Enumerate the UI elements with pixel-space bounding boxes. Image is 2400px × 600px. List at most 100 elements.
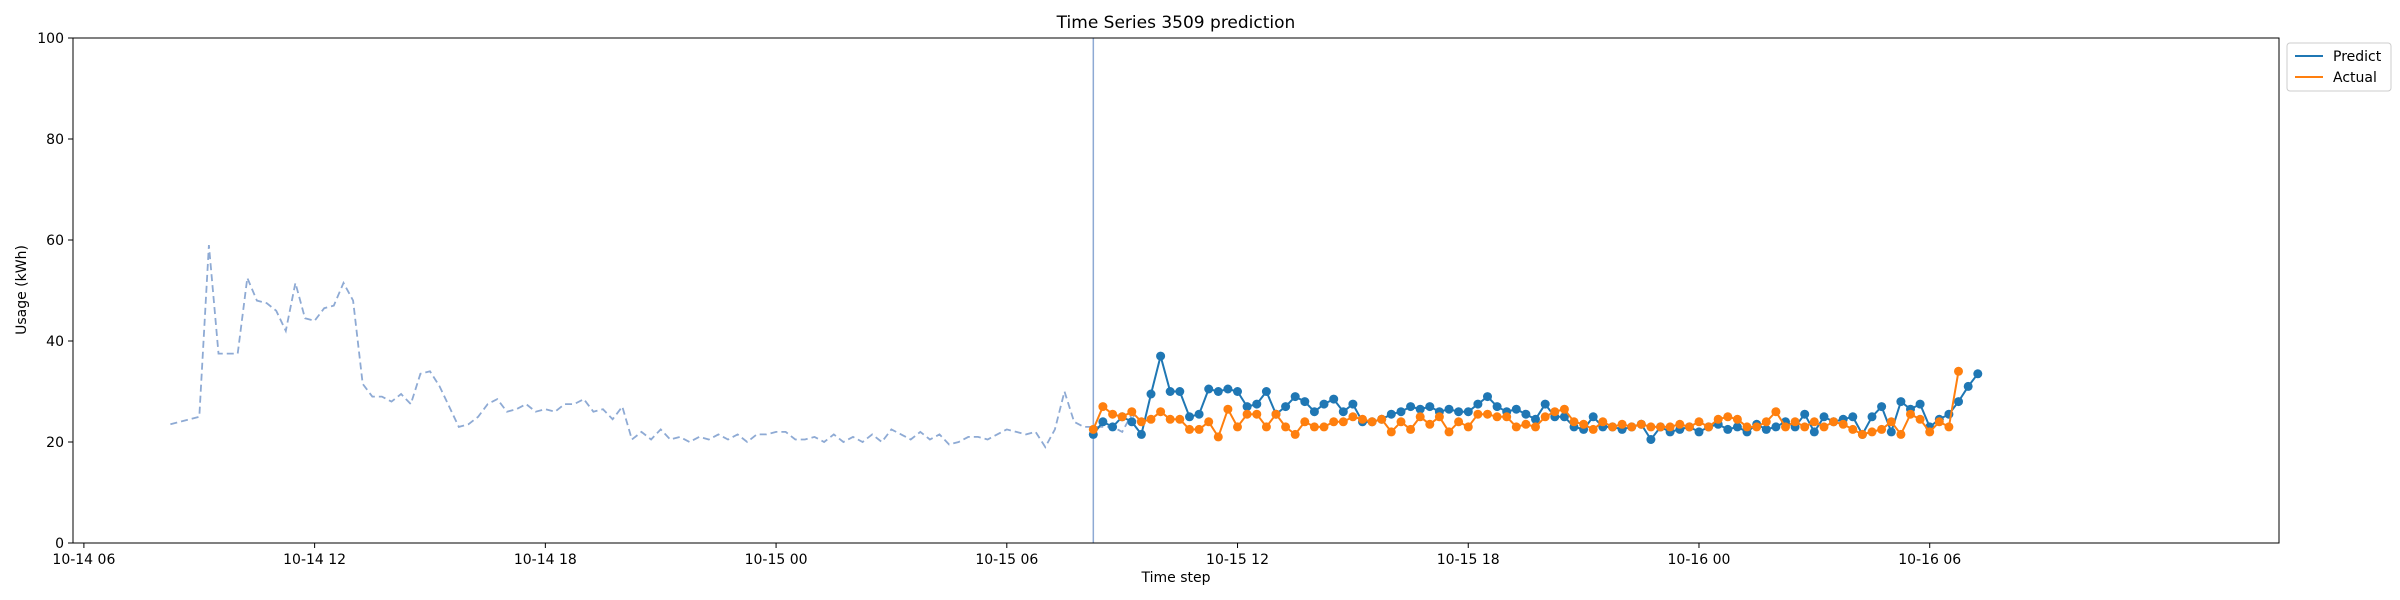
y-tick-label: 20 xyxy=(46,435,64,451)
actual-point xyxy=(1483,409,1492,419)
x-tick-label: 10-15 00 xyxy=(745,552,808,568)
actual-point xyxy=(1309,422,1319,432)
actual-point xyxy=(1579,419,1589,429)
actual-point xyxy=(1242,409,1252,419)
actual-point xyxy=(1752,422,1762,432)
actual-point xyxy=(1531,422,1540,432)
predict-point xyxy=(1771,422,1781,432)
predict-point xyxy=(1867,412,1877,422)
predict-point xyxy=(1531,414,1540,424)
actual-point xyxy=(1492,412,1502,422)
predict-point xyxy=(1886,427,1896,437)
actual-point xyxy=(1319,422,1329,432)
actual-point xyxy=(1781,422,1790,432)
chart-title: Time Series 3509 prediction xyxy=(1056,13,1296,33)
predict-point xyxy=(1511,404,1521,414)
actual-point xyxy=(1665,422,1675,432)
actual-point xyxy=(1550,407,1560,417)
actual-point xyxy=(1569,417,1579,427)
predict-point xyxy=(1723,424,1733,434)
actual-point xyxy=(1636,419,1646,429)
predict-point xyxy=(1261,387,1271,396)
actual-point xyxy=(1848,424,1858,434)
actual-point xyxy=(1511,422,1521,432)
predict-point xyxy=(1252,399,1262,409)
x-tick-label: 10-15 18 xyxy=(1437,552,1500,568)
predict-point xyxy=(1204,384,1214,394)
actual-point xyxy=(1290,429,1300,439)
actual-point xyxy=(1300,417,1310,427)
axes-frame xyxy=(72,37,2280,544)
x-tick-label: 10-15 12 xyxy=(1206,552,1269,568)
predict-point xyxy=(1732,422,1742,432)
actual-point xyxy=(1165,414,1175,424)
actual-point xyxy=(1867,427,1877,437)
y-axis: 0 20 40 60 80 100 xyxy=(37,31,73,552)
predict-point xyxy=(1559,412,1569,422)
predict-point xyxy=(1819,412,1829,422)
actual-point xyxy=(1271,409,1281,419)
predict-point xyxy=(1156,351,1166,361)
actual-point xyxy=(1088,424,1098,434)
actual-point xyxy=(1598,417,1608,427)
predict-point xyxy=(1290,392,1300,402)
actual-point xyxy=(1742,422,1752,432)
actual-point xyxy=(1175,414,1185,424)
predict-point xyxy=(1213,387,1223,396)
actual-point xyxy=(1454,417,1464,427)
actual-point xyxy=(1838,419,1848,429)
predict-point xyxy=(1386,409,1396,419)
predict-point xyxy=(1646,435,1656,444)
plot-area xyxy=(170,38,1983,543)
y-tick-label: 60 xyxy=(46,233,64,249)
predict-point xyxy=(1473,399,1483,409)
predict-point xyxy=(1348,399,1358,409)
predict-point xyxy=(1185,412,1194,422)
legend: Predict Actual xyxy=(2286,42,2392,92)
predict-point xyxy=(1800,409,1810,419)
actual-point xyxy=(1281,422,1291,432)
actual-point xyxy=(1329,417,1339,427)
predict-point xyxy=(1761,424,1771,434)
actual-point xyxy=(1540,412,1550,422)
predict-point xyxy=(1896,397,1906,407)
actual-point xyxy=(1588,424,1598,434)
predict-point xyxy=(1963,381,1973,391)
actual-point xyxy=(1502,412,1512,422)
actual-point xyxy=(1358,414,1367,424)
x-tick-label: 10-15 06 xyxy=(975,552,1038,568)
y-tick-label: 100 xyxy=(37,31,64,47)
predict-point xyxy=(1329,394,1339,404)
predict-point xyxy=(1319,399,1329,409)
actual-point xyxy=(1425,419,1435,429)
actual-point xyxy=(1406,424,1416,434)
actual-point xyxy=(1204,417,1214,427)
actual-point xyxy=(1108,409,1118,419)
predict-point xyxy=(1338,407,1348,417)
actual-point xyxy=(1915,414,1925,424)
actual-point xyxy=(1415,412,1425,422)
actual-point xyxy=(1704,422,1714,432)
predict-point xyxy=(1396,407,1406,417)
actual-point xyxy=(1694,417,1704,427)
predict-point xyxy=(1915,399,1925,409)
actual-point xyxy=(1434,412,1444,422)
actual-point xyxy=(1723,412,1733,422)
predict-point xyxy=(1127,417,1137,427)
predict-point xyxy=(1954,397,1963,407)
series-actual xyxy=(1088,366,1963,442)
actual-point xyxy=(1944,422,1954,432)
predict-point xyxy=(1242,402,1252,412)
actual-point xyxy=(1185,424,1194,434)
actual-point xyxy=(1386,427,1396,437)
predict-point xyxy=(1136,429,1146,439)
predict-point xyxy=(1444,404,1454,414)
actual-point xyxy=(1800,422,1810,432)
predict-point xyxy=(1694,427,1704,437)
predict-point xyxy=(1233,387,1242,396)
predict-point xyxy=(1588,412,1598,422)
actual-point xyxy=(1252,409,1262,419)
actual-point xyxy=(1656,422,1665,432)
predict-point xyxy=(1848,412,1858,422)
actual-point xyxy=(1732,414,1742,424)
